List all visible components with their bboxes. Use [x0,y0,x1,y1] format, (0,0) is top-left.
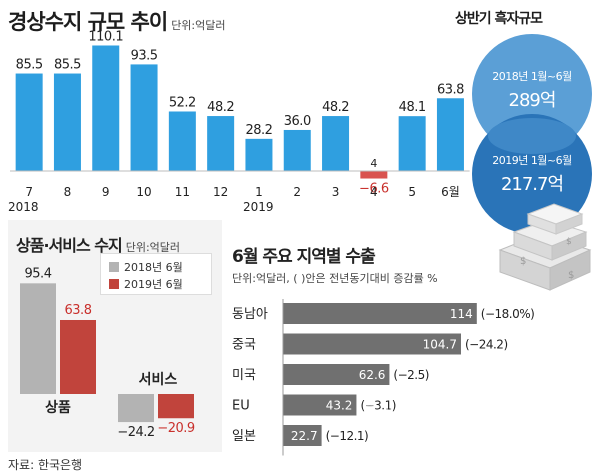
bar-value-label: 93.5 [131,48,158,63]
month-tick-label: 3 [332,185,340,199]
bar-value-label: 48.2 [207,100,234,115]
goods-value-label: 63.8 [65,303,92,318]
current-account-bar [283,129,311,171]
year-label-2019: 2019 [243,200,274,214]
region-change-label: (−24.2) [465,338,508,352]
chart-unit: 단위:억달러 [171,19,226,32]
region-change-label: (−3.1) [360,399,396,413]
region-value-label: 62.6 [359,368,386,382]
region-bar [283,303,477,324]
surplus-2019-label: 2019년 1월~6월 [492,154,572,167]
region-name-label: 동남아 [232,307,268,322]
region-value-label: 104.7 [423,338,457,352]
bar-value-label: 48.2 [322,100,349,115]
bar-value-label: −6.6 [359,182,389,197]
month-tick-label: 11 [175,185,190,199]
region-value-label: 22.7 [291,429,318,443]
goods-services-title: 상품·서비스 수지 단위:억달러 [16,236,181,255]
legend-label-2018: 2018년 6월 [124,261,183,274]
surplus-2019-value: 217.7억 [500,174,564,195]
month-tick-label: 12 [213,185,228,199]
current-account-bar [436,98,464,171]
goods-value-label: −20.9 [157,421,195,436]
svg-text:$: $ [566,237,572,247]
region-bar [283,364,390,385]
bar-value-label: 63.8 [437,82,464,97]
bar-value-label: 28.2 [245,123,272,138]
surplus-title: 상반기 흑자규모 [455,11,543,27]
region-note: 단위:억달러, ( )안은 전년동기대비 증감률 % [232,272,438,285]
category-label-goods: 상품 [45,400,71,416]
svg-text:$: $ [568,270,574,281]
goods-services-unit: 단위:억달러 [125,241,181,254]
source-note: 자료: 한국은행 [8,458,83,472]
month-tick-label: 1 [255,185,263,199]
goods-services-bar [20,283,56,394]
month-tick-label: 4 [370,185,378,199]
current-account-bar [245,138,273,171]
current-account-bar [130,64,158,171]
month-tick-label: 10 [136,185,151,199]
year-label-2018: 2018 [8,200,39,214]
svg-text:$: $ [520,256,526,267]
legend-item-2019: 2019년 6월 [109,276,183,292]
goods-services-bar [118,394,154,423]
current-account-bar [322,116,350,171]
region-change-label: (−18.0%) [481,307,535,321]
bar-value-label: 52.2 [169,95,196,110]
legend-swatch-2019 [109,279,119,289]
category-label-services: 서비스 [139,372,178,388]
negative-month-marker: 4 [370,157,377,170]
watermark: 우리방송뉴스 [362,403,462,423]
month-tick-label: 5 [408,185,416,199]
region-bar [283,333,461,355]
goods-services-bar [158,394,194,419]
surplus-2018-value: 289억 [508,90,557,111]
money-stack-icon: $ $ $ [498,203,592,291]
bar-value-label: 36.0 [284,114,311,129]
current-account-bar [92,45,120,171]
month-tick-label: 8 [64,185,72,199]
current-account-bar [168,111,196,171]
region-bar [283,394,357,416]
region-name-label: EU [232,399,250,414]
surplus-overlap [488,118,576,154]
region-change-label: (−12.1) [326,429,369,443]
bar-value-label: 110.1 [88,29,123,44]
region-name-label: 중국 [232,338,256,353]
region-value-label: 114 [450,307,473,321]
goods-services-bar [60,319,96,394]
current-account-bar [207,116,235,171]
legend-label-2019: 2019년 6월 [124,278,183,291]
goods-legend: 2018년 6월 2019년 6월 [100,253,212,295]
goods-value-label: −24.2 [117,425,154,440]
watermark-sub: wooriwty.com [455,420,510,429]
month-tick-label: 2 [293,185,301,199]
legend-swatch-2018 [109,262,119,272]
bar-value-label: 85.5 [16,58,43,73]
bar-value-label: 48.1 [399,100,426,115]
surplus-2018-label: 2018년 1월~6월 [492,70,572,83]
region-value-label: 43.2 [326,399,353,413]
region-name-label: 미국 [232,368,256,383]
current-account-bar [15,73,43,171]
region-name-label: 일본 [232,429,256,444]
month-tick-label: 7 [25,185,33,199]
goods-value-label: 95.4 [25,266,52,281]
current-account-bar [53,73,81,171]
month-tick-label: 6월 [441,185,460,199]
region-title: 6월 주요 지역별 수출 [232,247,376,267]
legend-item-2018: 2018년 6월 [109,259,183,275]
current-account-bar [398,116,426,171]
chart-title: 경상수지 규모 추이 단위:억달러 [8,10,226,34]
month-tick-label: 9 [102,185,110,199]
region-change-label: (−2.5) [393,368,429,382]
current-account-bar [360,171,388,179]
bar-value-label: 85.5 [54,58,81,73]
region-bar [283,425,322,446]
